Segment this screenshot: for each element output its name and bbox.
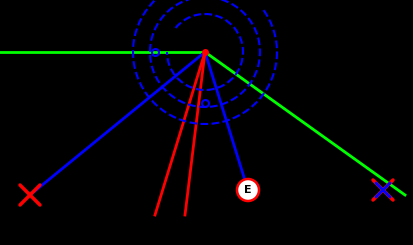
Circle shape: [237, 179, 259, 201]
Text: E: E: [244, 185, 252, 195]
